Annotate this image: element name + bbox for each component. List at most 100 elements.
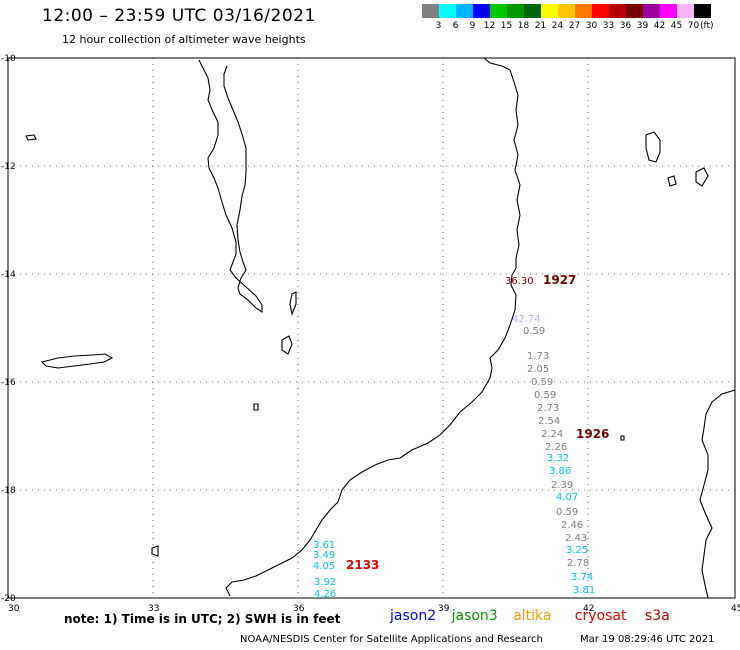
color-legend: [422, 4, 711, 18]
lake-malawi-shore: [198, 59, 263, 314]
satellite-name-altika: altika: [513, 608, 552, 624]
wave-height-label: 3.86: [549, 466, 571, 477]
legend-swatch: [490, 4, 507, 18]
legend-swatch: [422, 4, 439, 18]
wave-height-observations: 36.3042.740.591.732.050.590.592.732.542.…: [313, 273, 609, 600]
legend-swatch: [626, 4, 643, 18]
longitude-tick-label: 36: [293, 604, 305, 614]
latitude-tick-label: -10: [1, 54, 16, 64]
legend-swatch: [575, 4, 592, 18]
satellite-name-cryosat: cryosat: [574, 608, 627, 624]
small-island-b: [25, 134, 37, 141]
generated-timestamp: Mar 19 08:29:46 UTC 2021: [580, 634, 715, 645]
lake-chilwa: [281, 335, 293, 355]
legend-label: 30: [585, 21, 598, 31]
legend-swatch: [541, 4, 558, 18]
legend-label: 6: [452, 21, 459, 31]
longitude-tick-label: 30: [8, 604, 20, 614]
graticule: [8, 58, 735, 598]
mayotte-island: [695, 167, 709, 187]
wave-height-label: 0.59: [523, 326, 545, 337]
longitude-tick-label: 42: [583, 604, 594, 614]
madagascar-west-coast: [699, 389, 736, 599]
pass-time-label: 2133: [346, 558, 379, 572]
legend-swatch: [643, 4, 660, 18]
legend-swatch: [473, 4, 490, 18]
wave-height-label: 36.30: [505, 276, 534, 287]
small-island-c: [151, 545, 159, 557]
comoros-island: [645, 131, 661, 163]
legend-swatch: [558, 4, 575, 18]
wave-height-label: 4.26: [314, 589, 336, 600]
legend-swatch: [694, 4, 711, 18]
wave-height-label: 3.49: [313, 550, 335, 561]
wave-height-label: 3.25: [566, 545, 588, 556]
legend-label: 39: [636, 21, 649, 31]
map-subtitle: 12 hour collection of altimeter wave hei…: [62, 33, 306, 46]
satellite-name-jason2: jason2: [390, 608, 437, 624]
legend-label: 36: [619, 21, 632, 31]
lake-chiuta: [289, 291, 297, 316]
map-title: 12:00 – 23:59 UTC 03/16/2021: [42, 6, 316, 26]
legend-label: 33: [602, 21, 615, 31]
latitude-tick-label: -16: [1, 378, 16, 388]
wave-height-label: 2.46: [561, 520, 583, 531]
legend-labels: 3 6 9 12 15 18 21 24 27 30 33 36 39 42 45 70 (ft): [422, 21, 740, 33]
legend-label: 42: [653, 21, 666, 31]
wave-height-label: 2.39: [551, 480, 573, 491]
mozambique-coast: [225, 57, 521, 597]
wave-height-label: 2.54: [538, 416, 560, 427]
legend-label: 3: [435, 21, 442, 31]
wave-height-label: 4.05: [313, 561, 335, 572]
latitude-tick-label: -12: [1, 162, 16, 172]
latitude-tick-label: -20: [1, 594, 16, 604]
legend-swatch: [456, 4, 473, 18]
map-frame: [7, 57, 736, 599]
legend-label: 18: [517, 21, 530, 31]
legend-swatch: [677, 4, 694, 18]
legend-label: 9: [469, 21, 476, 31]
axis-tick-labels: 30 33 36 39 42 45 -10 -12 -14 -16 -18 -20: [1, 54, 740, 614]
small-island-a: [667, 175, 677, 187]
legend-swatch: [507, 4, 524, 18]
wave-height-label: 3.92: [314, 577, 336, 588]
footnote: note: 1) Time is in UTC; 2) SWH is in fe…: [64, 612, 341, 626]
coastlines: [25, 57, 736, 599]
longitude-tick-label: 33: [148, 604, 159, 614]
wave-height-label: 4.07: [556, 492, 578, 503]
wave-height-label: 0.59: [531, 377, 553, 388]
wave-height-label: 3.74: [571, 572, 593, 583]
latitude-tick-label: -18: [1, 486, 16, 496]
legend-label: 21: [534, 21, 547, 31]
legend-label: 70: [687, 21, 700, 31]
legend-swatch: [439, 4, 456, 18]
longitude-tick-label: 45: [731, 604, 740, 614]
legend-label: 24: [551, 21, 564, 31]
wave-height-label: 3.81: [573, 585, 595, 596]
wave-height-label: 0.59: [556, 507, 578, 518]
wave-height-label: 3.61: [313, 540, 335, 551]
wave-height-label: 0.59: [534, 390, 556, 401]
wave-height-label: 1.73: [527, 351, 549, 362]
wave-height-label: 2.26: [545, 442, 567, 453]
wave-height-label: 2.78: [567, 558, 589, 569]
legend-label: 12: [483, 21, 496, 31]
legend-swatch: [609, 4, 626, 18]
legend-swatch: [524, 4, 541, 18]
wave-height-label: 2.43: [565, 533, 587, 544]
legend-swatch: [660, 4, 677, 18]
longitude-tick-label: 39: [438, 604, 450, 614]
legend-label: 45: [670, 21, 683, 31]
latitude-tick-label: -14: [1, 270, 16, 280]
credit-text: NOAA/NESDIS Center for Satellite Applica…: [240, 634, 543, 645]
pass-time-label: 1927: [543, 273, 576, 287]
wave-height-label: 2.05: [527, 364, 549, 375]
legend-swatch: [592, 4, 609, 18]
pass-time-label: 1926: [576, 427, 609, 441]
wave-height-label: 2.24: [541, 429, 563, 440]
legend-unit: (ft): [700, 21, 714, 31]
wave-height-label: 3.32: [547, 453, 569, 464]
satellite-name-s3a: s3a: [645, 608, 670, 624]
small-island-e: [620, 435, 625, 441]
